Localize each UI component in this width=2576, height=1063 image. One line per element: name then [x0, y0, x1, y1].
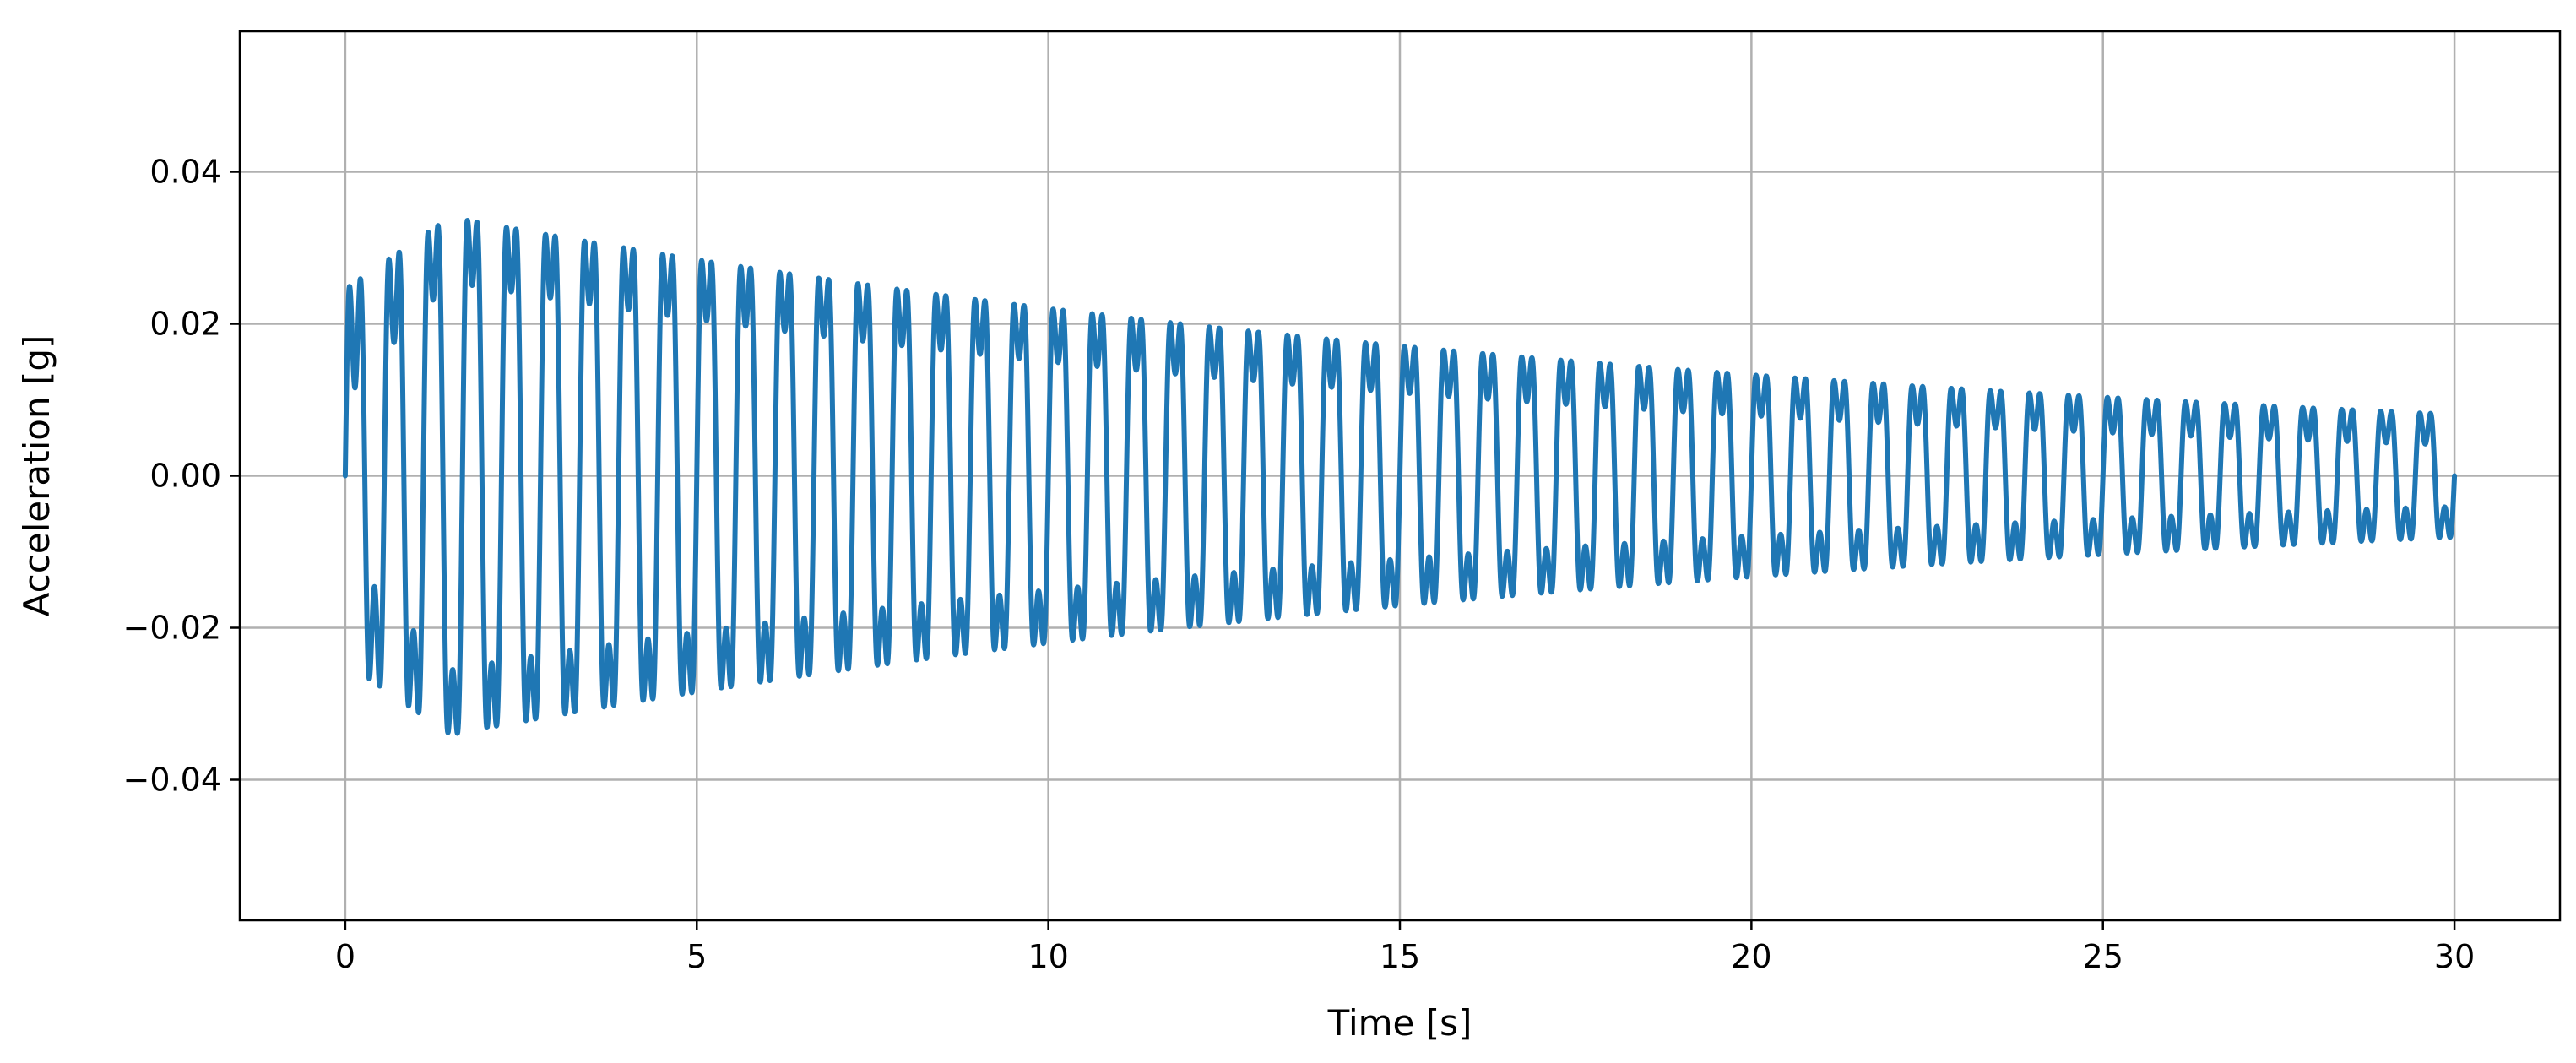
y-tick-label: 0.04 — [149, 154, 221, 191]
x-tick-label: 30 — [2434, 938, 2475, 975]
y-axis-label: Acceleration [g] — [16, 335, 57, 617]
series-layer — [342, 217, 2458, 736]
y-axis: −0.04 −0.02 0.00 0.02 0.04 — [123, 154, 240, 799]
x-tick-label: 15 — [1380, 938, 1420, 975]
acceleration-series-line — [342, 217, 2458, 736]
x-tick-label: 0 — [335, 938, 355, 975]
y-tick-label: −0.02 — [123, 610, 221, 647]
x-axis-label: Time [s] — [1327, 1002, 1472, 1044]
y-tick-label: −0.04 — [123, 762, 221, 799]
y-tick-label: 0.00 — [149, 458, 221, 495]
x-axis: 0 5 10 15 20 25 30 — [335, 920, 2475, 975]
x-tick-label: 20 — [1731, 938, 1771, 975]
x-tick-label: 10 — [1028, 938, 1068, 975]
x-tick-label: 25 — [2083, 938, 2123, 975]
y-tick-label: 0.02 — [149, 306, 221, 343]
x-tick-label: 5 — [686, 938, 707, 975]
